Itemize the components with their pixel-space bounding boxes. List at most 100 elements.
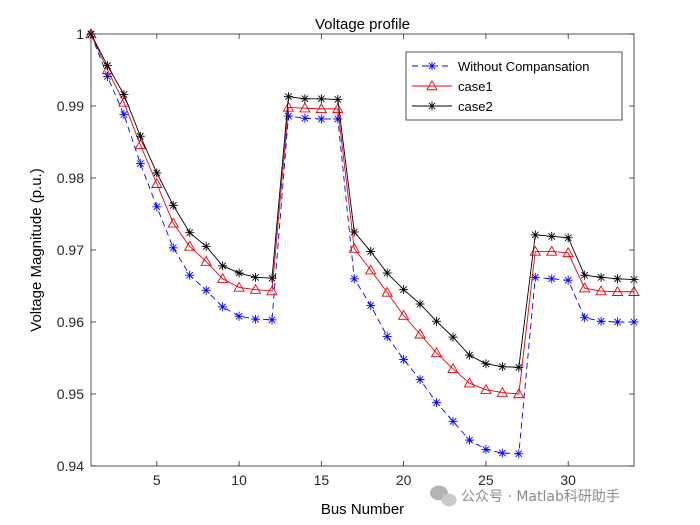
data-point-asterisk bbox=[514, 362, 524, 372]
data-point-asterisk bbox=[613, 274, 623, 284]
y-tick-label: 0.99 bbox=[57, 98, 84, 114]
x-tick-label: 5 bbox=[153, 472, 161, 488]
data-point-triangle bbox=[426, 80, 438, 91]
data-point-asterisk bbox=[349, 274, 359, 284]
data-point-asterisk bbox=[234, 311, 244, 321]
data-point-triangle bbox=[381, 286, 393, 297]
data-point-triangle bbox=[348, 242, 361, 253]
x-tick-label: 25 bbox=[478, 472, 494, 488]
data-point-asterisk bbox=[267, 315, 277, 325]
data-point-triangle bbox=[447, 362, 459, 373]
series-line bbox=[90, 33, 635, 368]
data-point-asterisk bbox=[152, 168, 162, 178]
legend-item: case2 bbox=[412, 99, 493, 114]
data-point-asterisk bbox=[152, 202, 162, 212]
data-point-triangle bbox=[332, 102, 344, 114]
x-tick-label: 15 bbox=[314, 472, 330, 488]
chart-title: Voltage profile bbox=[315, 16, 410, 33]
data-point-asterisk bbox=[316, 94, 326, 104]
data-point-asterisk bbox=[185, 228, 195, 238]
data-point-asterisk bbox=[415, 375, 425, 385]
legend-item: case1 bbox=[412, 79, 493, 94]
x-axis-label: Bus Number bbox=[321, 501, 404, 518]
data-point-asterisk bbox=[563, 275, 573, 285]
data-point-asterisk bbox=[464, 435, 474, 445]
data-point-asterisk bbox=[251, 272, 261, 282]
data-point-triangle bbox=[200, 255, 212, 266]
data-point-triangle bbox=[611, 285, 624, 296]
data-point-asterisk bbox=[201, 285, 211, 295]
data-point-triangle bbox=[249, 283, 262, 294]
data-point-asterisk bbox=[530, 230, 540, 240]
data-point-triangle bbox=[151, 177, 163, 188]
data-point-asterisk bbox=[432, 316, 442, 326]
data-point-asterisk bbox=[267, 273, 277, 283]
y-tick-label: 0.95 bbox=[57, 386, 84, 402]
y-axis-label: Voltage Magnitude (p.u.) bbox=[28, 168, 45, 331]
data-point-asterisk bbox=[613, 317, 623, 327]
legend-label: case2 bbox=[458, 99, 493, 114]
series-layer bbox=[85, 28, 640, 459]
data-point-triangle bbox=[463, 377, 476, 388]
data-point-triangle bbox=[364, 264, 377, 275]
data-point-asterisk bbox=[596, 272, 606, 282]
data-point-triangle bbox=[134, 138, 147, 150]
data-point-triangle bbox=[496, 386, 509, 397]
data-point-asterisk bbox=[168, 200, 178, 210]
series-line bbox=[90, 33, 634, 395]
data-point-asterisk bbox=[514, 449, 524, 459]
data-point-asterisk bbox=[596, 316, 606, 326]
data-point-triangle bbox=[315, 102, 328, 114]
data-point-asterisk bbox=[283, 111, 293, 121]
data-point-asterisk bbox=[218, 261, 228, 271]
data-point-asterisk bbox=[580, 313, 590, 323]
data-point-asterisk bbox=[366, 246, 376, 256]
data-point-triangle bbox=[266, 285, 278, 296]
x-tick-label: 20 bbox=[396, 472, 412, 488]
data-point-triangle bbox=[562, 246, 574, 258]
data-point-asterisk bbox=[234, 268, 244, 278]
data-point-triangle bbox=[545, 245, 558, 256]
data-point-asterisk bbox=[300, 113, 310, 123]
legend-item: Without Compansation bbox=[412, 59, 590, 74]
legend-items: Without Compansation case1 case2 bbox=[412, 59, 590, 114]
data-point-triangle bbox=[595, 285, 607, 296]
data-point-triangle bbox=[430, 347, 443, 358]
data-point-asterisk bbox=[432, 398, 442, 408]
series-line bbox=[90, 33, 634, 455]
data-point-asterisk bbox=[135, 131, 145, 141]
data-point-triangle bbox=[397, 309, 410, 320]
data-point-asterisk bbox=[481, 359, 491, 369]
series-3 bbox=[86, 29, 639, 372]
data-point-triangle bbox=[167, 217, 180, 228]
axes-box bbox=[90, 33, 635, 467]
legend-label: Without Compansation bbox=[458, 59, 590, 74]
data-point-asterisk bbox=[316, 114, 326, 124]
data-point-asterisk bbox=[481, 444, 491, 454]
data-point-asterisk bbox=[399, 354, 409, 364]
data-point-asterisk bbox=[218, 302, 228, 312]
data-point-asterisk bbox=[580, 270, 590, 280]
data-point-triangle bbox=[233, 281, 245, 292]
data-point-asterisk bbox=[399, 285, 409, 295]
x-tick-label: 30 bbox=[560, 472, 576, 488]
data-point-asterisk bbox=[349, 227, 359, 237]
data-point-asterisk bbox=[497, 362, 507, 372]
data-point-asterisk bbox=[300, 94, 310, 104]
watermark: 公众号 · Matlab科研助手 bbox=[430, 485, 620, 507]
axis-ticks: 5 10 15 20 25 30 0.94 0.95 0.96 0.97 0.98 0.99 1 bbox=[57, 26, 634, 488]
data-point-asterisk bbox=[382, 268, 392, 278]
data-point-triangle bbox=[414, 328, 426, 339]
data-point-asterisk bbox=[547, 274, 557, 284]
data-point-triangle bbox=[299, 102, 311, 113]
series-1 bbox=[86, 29, 639, 459]
y-tick-label: 0.96 bbox=[57, 314, 84, 330]
data-point-asterisk bbox=[201, 241, 211, 251]
data-point-asterisk bbox=[415, 299, 425, 309]
data-point-triangle bbox=[282, 101, 295, 112]
data-point-asterisk bbox=[251, 314, 261, 324]
data-point-asterisk bbox=[102, 61, 112, 71]
y-tick-label: 0.98 bbox=[57, 170, 84, 186]
data-point-asterisk bbox=[497, 448, 507, 458]
data-point-asterisk bbox=[448, 416, 458, 426]
